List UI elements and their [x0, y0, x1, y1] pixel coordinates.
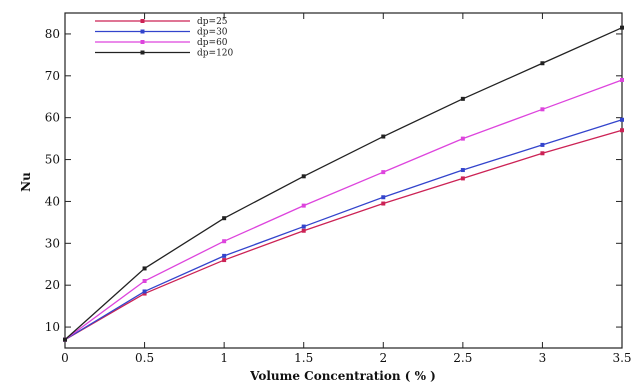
- y-tick-label: 10: [45, 320, 60, 334]
- data-point: [222, 253, 227, 258]
- x-tick-label: 1: [220, 351, 228, 365]
- data-point: [142, 289, 147, 294]
- data-point: [540, 107, 545, 112]
- plot-frame: [64, 12, 623, 349]
- data-point: [63, 337, 67, 342]
- legend-label: dp=25: [197, 17, 228, 27]
- data-point: [460, 176, 465, 181]
- series-line: [64, 119, 623, 341]
- x-axis: 0 0.5 1 1.5 2 2.5 3 3.5: [61, 13, 632, 365]
- data-point: [460, 136, 465, 141]
- data-point: [222, 239, 227, 244]
- data-point: [142, 266, 147, 271]
- series-dp=120: [63, 25, 624, 342]
- y-tick-label: 40: [45, 194, 60, 208]
- legend-marker: [140, 40, 145, 44]
- data-point: [301, 228, 306, 233]
- series-layer: [63, 25, 624, 342]
- y-axis-title: Nu: [19, 172, 33, 192]
- x-tick-label: 1.5: [294, 351, 313, 365]
- y-tick-label: 70: [45, 69, 60, 83]
- legend-marker: [140, 29, 145, 34]
- data-point: [620, 128, 624, 133]
- data-point: [222, 216, 227, 221]
- data-point: [381, 195, 386, 200]
- data-point: [381, 170, 386, 175]
- y-tick-label: 60: [45, 111, 60, 125]
- y-tick-label: 50: [45, 153, 60, 167]
- data-point: [540, 142, 545, 147]
- series-dp=30: [63, 117, 624, 342]
- legend-marker: [140, 19, 145, 23]
- data-point: [620, 78, 624, 82]
- y-tick-label: 30: [45, 236, 60, 250]
- data-point: [222, 258, 227, 263]
- legend-marker: [140, 50, 145, 55]
- x-axis-title: Volume Concentration ( % ): [249, 369, 436, 383]
- legend-item: dp=60: [95, 38, 228, 48]
- x-tick-label: 2: [379, 351, 387, 365]
- data-point: [620, 117, 624, 122]
- y-axis: 10 20 30 40 50 60 70 80: [45, 27, 622, 334]
- data-point: [142, 279, 147, 283]
- legend-item: dp=120: [95, 49, 234, 59]
- y-tick-label: 20: [45, 278, 60, 292]
- data-point: [460, 168, 465, 173]
- data-point: [301, 203, 306, 208]
- y-tick-label: 80: [45, 27, 60, 41]
- data-point: [540, 61, 545, 66]
- series-line: [64, 79, 623, 341]
- x-tick-label: 0.5: [135, 351, 154, 365]
- x-tick-label: 0: [61, 351, 69, 365]
- data-point: [381, 134, 386, 139]
- series-dp=60: [63, 78, 624, 342]
- series-line: [64, 129, 623, 341]
- x-tick-label: 2.5: [453, 351, 472, 365]
- legend-label: dp=60: [197, 38, 228, 48]
- legend-label: dp=30: [197, 28, 228, 38]
- data-point: [620, 25, 624, 30]
- legend-item: dp=25: [95, 17, 228, 27]
- series-line: [64, 27, 623, 341]
- data-point: [460, 96, 465, 101]
- legend-label: dp=120: [197, 49, 234, 59]
- legend-item: dp=30: [95, 28, 228, 38]
- x-tick-label: 3: [539, 351, 547, 365]
- data-point: [381, 201, 386, 206]
- data-point: [142, 291, 147, 296]
- data-point: [540, 151, 545, 156]
- x-tick-label: 3.5: [612, 351, 631, 365]
- data-point: [301, 224, 306, 229]
- series-dp=25: [63, 128, 624, 342]
- data-point: [301, 174, 306, 179]
